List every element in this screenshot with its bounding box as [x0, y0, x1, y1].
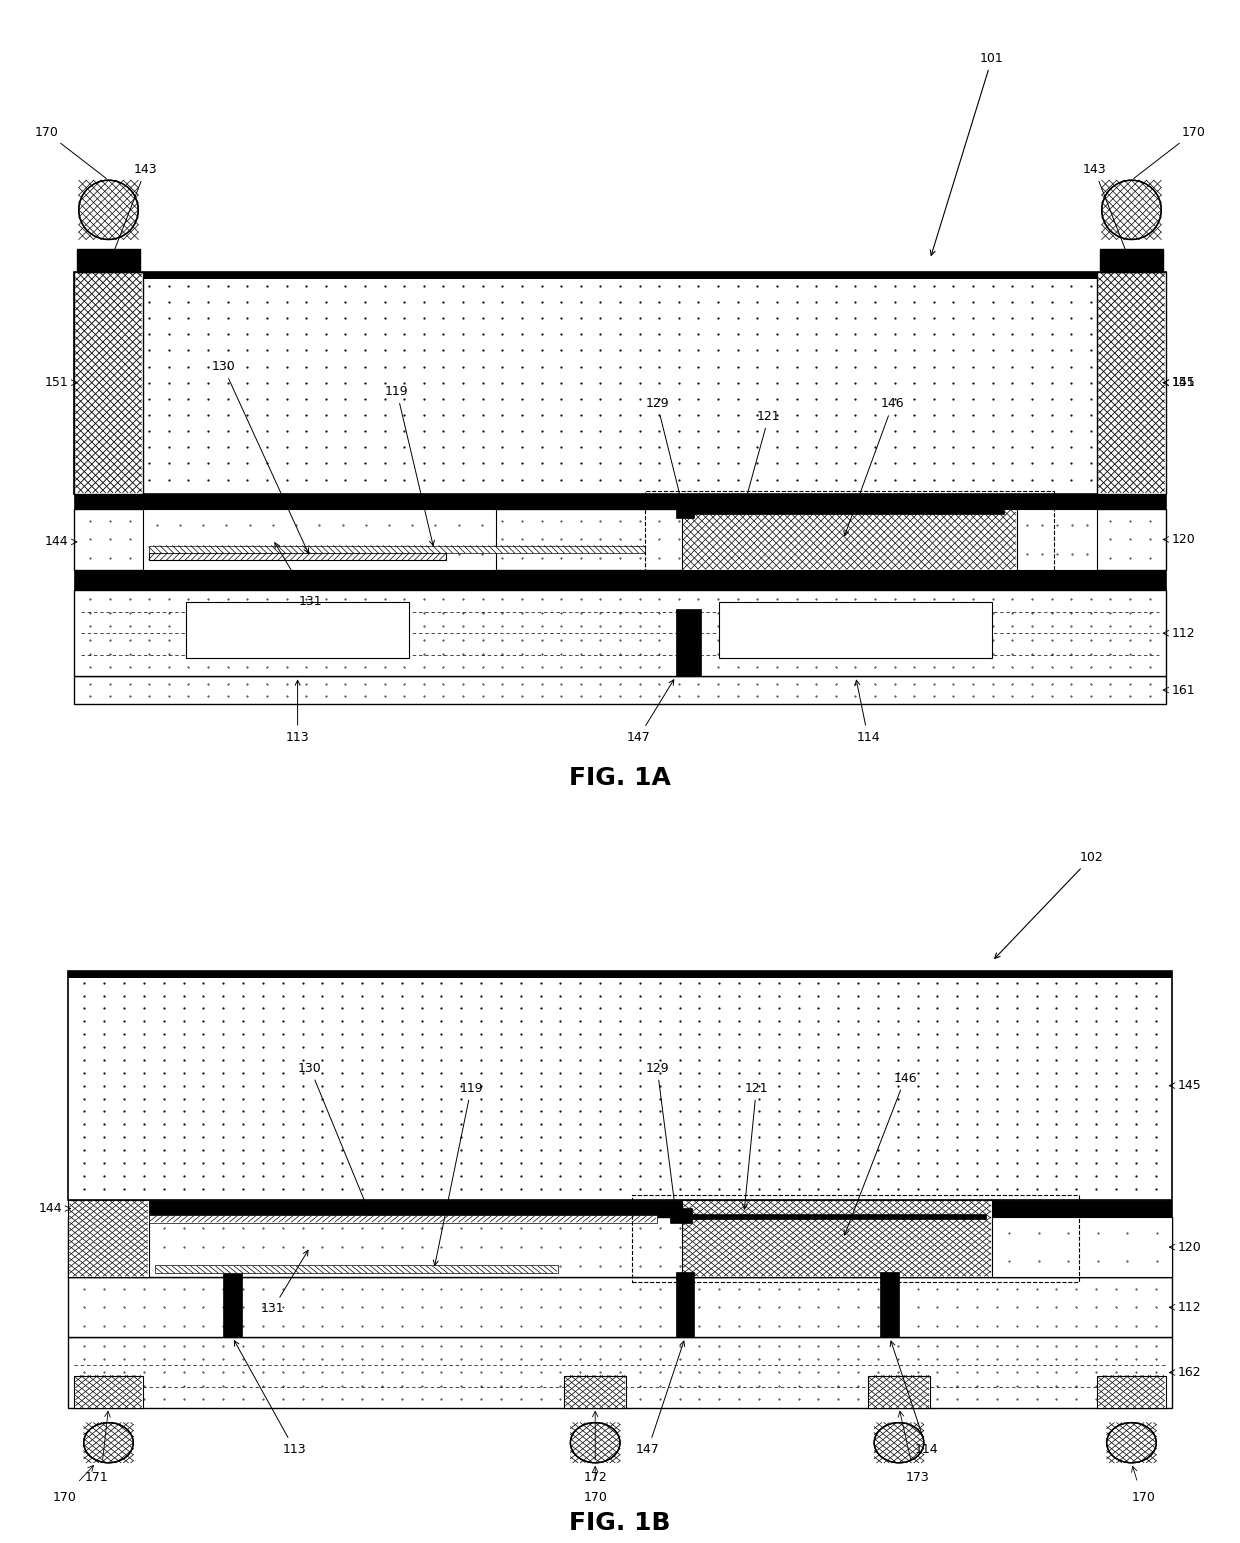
Text: 145: 145 — [1178, 1079, 1202, 1092]
Bar — [68, 1200, 1172, 1217]
Text: 114: 114 — [854, 680, 880, 744]
Text: 170: 170 — [53, 1492, 77, 1504]
Text: 146: 146 — [844, 398, 905, 535]
Bar — [149, 552, 446, 560]
Text: 114: 114 — [890, 1341, 939, 1455]
Bar — [1097, 272, 1166, 494]
Bar — [74, 494, 1166, 509]
Text: 173: 173 — [905, 1472, 930, 1484]
Text: 102: 102 — [994, 852, 1104, 958]
Text: 129: 129 — [645, 398, 682, 500]
Bar — [992, 1217, 1172, 1278]
Text: 113: 113 — [285, 680, 310, 744]
Text: 144: 144 — [45, 535, 68, 548]
Text: 130: 130 — [298, 1062, 371, 1216]
Bar — [682, 1200, 992, 1278]
Bar — [74, 1375, 143, 1407]
Text: 112: 112 — [1178, 1301, 1202, 1313]
Text: 113: 113 — [234, 1341, 306, 1455]
Circle shape — [84, 1423, 134, 1463]
Bar — [68, 1338, 1172, 1407]
Bar — [74, 676, 1166, 704]
Bar — [719, 602, 992, 657]
Text: 162: 162 — [1178, 1366, 1202, 1379]
Text: 143: 143 — [1083, 164, 1131, 262]
Bar — [186, 602, 409, 657]
Text: 143: 143 — [109, 164, 157, 262]
Text: 151: 151 — [1172, 376, 1195, 389]
Text: 129: 129 — [645, 1062, 677, 1210]
Bar — [74, 571, 1166, 589]
Bar — [688, 1214, 986, 1219]
Bar — [74, 272, 1166, 279]
Bar — [676, 1271, 694, 1338]
Bar — [1017, 509, 1097, 571]
Text: 131: 131 — [260, 1250, 308, 1315]
Circle shape — [1107, 1423, 1156, 1463]
Text: 161: 161 — [1172, 684, 1195, 696]
Text: 170: 170 — [583, 1492, 608, 1504]
Text: 147: 147 — [636, 1341, 684, 1455]
Text: FIG. 1B: FIG. 1B — [569, 1511, 671, 1535]
Text: 131: 131 — [275, 543, 322, 608]
Bar — [68, 1217, 1172, 1278]
Circle shape — [79, 181, 138, 239]
Bar — [68, 1278, 1172, 1338]
Bar — [868, 1375, 930, 1407]
Bar — [682, 509, 1017, 571]
Bar — [77, 250, 140, 272]
Circle shape — [570, 1423, 620, 1463]
Bar — [1017, 509, 1097, 571]
Text: 172: 172 — [583, 1472, 608, 1484]
Text: 171: 171 — [84, 1472, 108, 1484]
Bar — [68, 972, 1172, 978]
Text: 119: 119 — [384, 386, 434, 546]
Bar — [645, 491, 1054, 572]
Text: 112: 112 — [1172, 626, 1195, 640]
Bar — [74, 589, 1166, 676]
Bar — [632, 1194, 1079, 1282]
Bar — [880, 1271, 899, 1338]
Bar — [676, 608, 701, 676]
Text: 120: 120 — [1178, 1241, 1202, 1253]
Text: 130: 130 — [211, 361, 309, 554]
Bar — [74, 509, 1166, 571]
Text: 151: 151 — [45, 376, 68, 389]
Text: 146: 146 — [844, 1072, 918, 1234]
Bar — [155, 1265, 558, 1273]
Circle shape — [1101, 181, 1161, 239]
Bar — [143, 509, 496, 571]
Text: 144: 144 — [38, 1202, 62, 1214]
Text: 147: 147 — [626, 680, 673, 744]
Bar — [149, 1214, 657, 1224]
Bar — [74, 272, 1166, 494]
Bar — [694, 508, 1004, 514]
Text: 121: 121 — [744, 410, 781, 503]
Bar — [1100, 250, 1163, 272]
Text: 145: 145 — [1172, 376, 1195, 389]
Text: 119: 119 — [433, 1082, 484, 1265]
Bar — [149, 546, 645, 552]
Bar — [68, 972, 1172, 1200]
Bar — [223, 1271, 242, 1338]
Bar — [68, 1200, 149, 1278]
Circle shape — [874, 1423, 924, 1463]
Bar — [670, 1208, 692, 1224]
Bar — [74, 272, 143, 494]
Bar — [564, 1375, 626, 1407]
Text: 170: 170 — [1132, 1492, 1156, 1504]
Bar — [676, 500, 694, 518]
Text: 170: 170 — [1133, 127, 1205, 179]
Text: 170: 170 — [35, 127, 107, 179]
Bar — [1097, 1375, 1166, 1407]
Text: 121: 121 — [743, 1082, 769, 1210]
Text: 101: 101 — [930, 52, 1004, 256]
Text: 120: 120 — [1172, 532, 1195, 546]
Text: FIG. 1A: FIG. 1A — [569, 765, 671, 790]
